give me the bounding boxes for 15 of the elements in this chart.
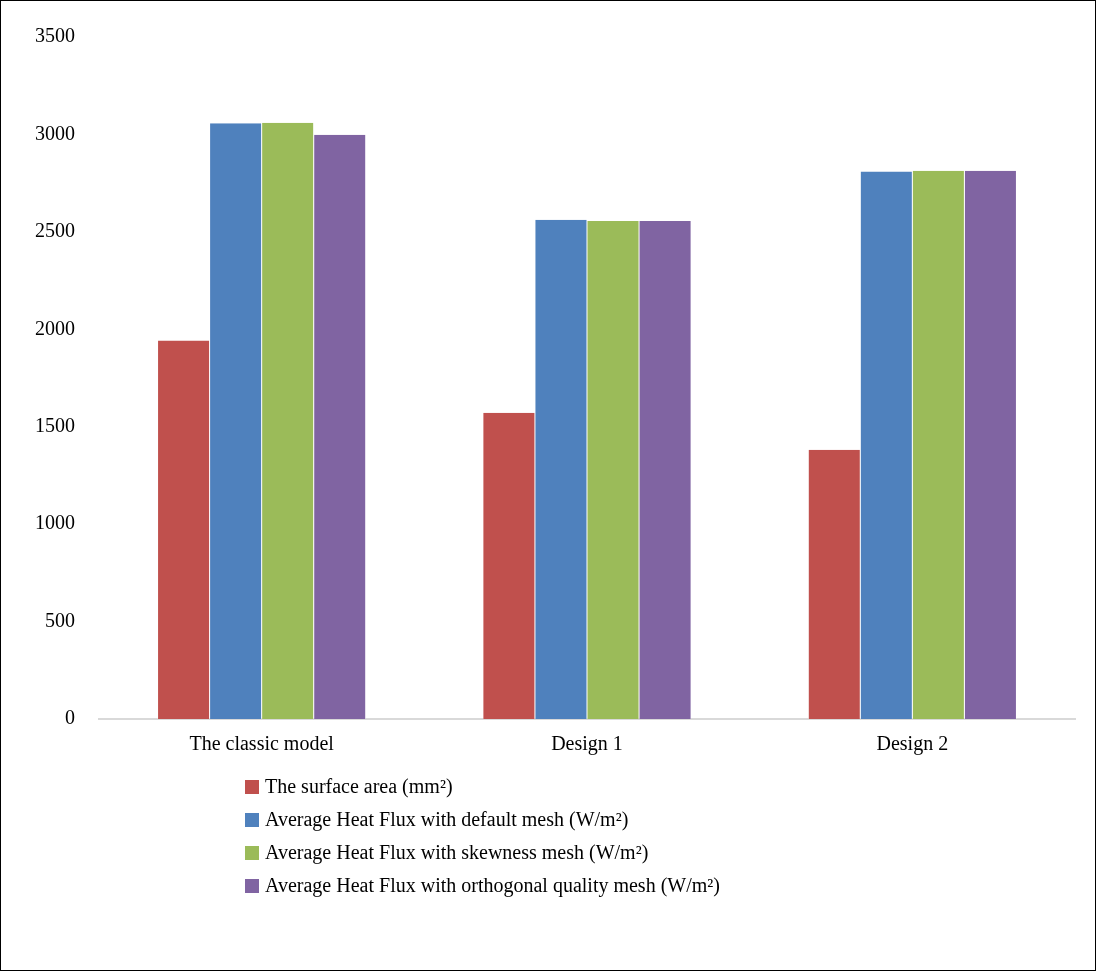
y-tick-label: 3000 <box>35 121 75 144</box>
y-tick-label: 0 <box>65 706 75 729</box>
y-tick-label: 2500 <box>35 219 75 242</box>
x-tick-label: Design 1 <box>551 732 623 756</box>
y-tick-label: 2000 <box>35 316 75 339</box>
x-tick-label: The classic model <box>189 732 335 755</box>
y-tick-label: 1000 <box>35 511 75 534</box>
y-tick-label: 1500 <box>35 413 75 436</box>
x-tick-label: Design 2 <box>876 732 949 756</box>
legend-label: Average Heat Flux with default mesh (W/m²) <box>265 808 629 831</box>
y-tick-label: 3500 <box>35 24 75 47</box>
legend-label: The surface area (mm²) <box>265 775 453 798</box>
legend-label: Average Heat Flux with orthogonal quality mesh (W/m²) <box>265 874 720 897</box>
legend-label: Average Heat Flux with skewness mesh (W/m²) <box>265 841 649 864</box>
y-tick-label: 500 <box>45 608 75 631</box>
